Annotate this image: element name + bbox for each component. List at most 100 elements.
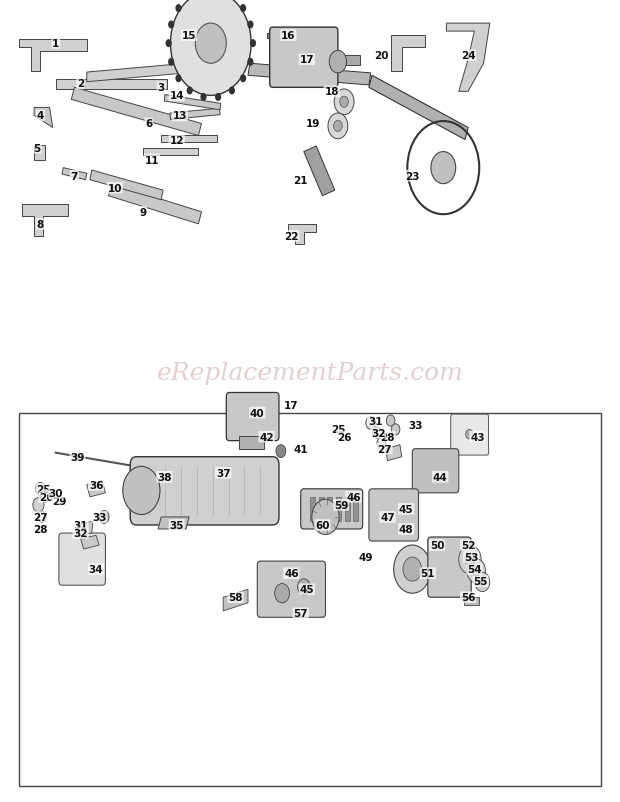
FancyBboxPatch shape bbox=[130, 457, 279, 525]
Circle shape bbox=[168, 59, 174, 67]
Bar bbox=[34, 146, 45, 160]
Polygon shape bbox=[22, 205, 68, 237]
Circle shape bbox=[247, 22, 254, 30]
Text: 37: 37 bbox=[216, 468, 231, 478]
Bar bbox=[310, 497, 315, 521]
Circle shape bbox=[403, 557, 422, 581]
Text: 36: 36 bbox=[89, 480, 104, 490]
FancyBboxPatch shape bbox=[369, 489, 418, 541]
Text: 58: 58 bbox=[228, 593, 243, 602]
Text: 6: 6 bbox=[145, 119, 153, 129]
Circle shape bbox=[459, 545, 481, 574]
Polygon shape bbox=[87, 481, 105, 497]
Polygon shape bbox=[87, 63, 205, 83]
Text: 14: 14 bbox=[169, 91, 184, 101]
Text: 1: 1 bbox=[52, 39, 60, 49]
Circle shape bbox=[373, 427, 381, 439]
Text: 17: 17 bbox=[284, 400, 299, 410]
Circle shape bbox=[312, 500, 339, 535]
Circle shape bbox=[187, 87, 193, 95]
Bar bbox=[239, 436, 264, 449]
Circle shape bbox=[195, 24, 226, 64]
Text: 41: 41 bbox=[293, 444, 308, 454]
Text: 9: 9 bbox=[139, 208, 146, 217]
Text: 49: 49 bbox=[358, 553, 373, 562]
Polygon shape bbox=[62, 168, 87, 180]
Bar bbox=[335, 56, 360, 66]
Polygon shape bbox=[446, 24, 490, 92]
Text: 50: 50 bbox=[430, 541, 445, 550]
Text: 18: 18 bbox=[324, 87, 339, 97]
Circle shape bbox=[215, 94, 221, 102]
Text: 23: 23 bbox=[405, 172, 420, 181]
FancyBboxPatch shape bbox=[226, 393, 279, 441]
Circle shape bbox=[475, 573, 490, 592]
Circle shape bbox=[391, 424, 400, 435]
Polygon shape bbox=[71, 88, 202, 136]
Circle shape bbox=[170, 0, 251, 96]
Bar bbox=[464, 597, 479, 606]
Text: 2: 2 bbox=[77, 79, 84, 89]
Text: 24: 24 bbox=[461, 51, 476, 61]
Polygon shape bbox=[81, 536, 99, 549]
Text: 26: 26 bbox=[39, 492, 54, 502]
Circle shape bbox=[329, 51, 347, 74]
Circle shape bbox=[465, 553, 475, 566]
Bar bbox=[319, 497, 324, 521]
FancyBboxPatch shape bbox=[270, 28, 338, 88]
Text: 28: 28 bbox=[380, 432, 395, 442]
Bar bbox=[336, 497, 341, 521]
Text: 30: 30 bbox=[48, 488, 63, 498]
Text: 17: 17 bbox=[299, 55, 314, 65]
Polygon shape bbox=[304, 147, 335, 196]
Circle shape bbox=[386, 415, 395, 427]
Text: 48: 48 bbox=[399, 525, 414, 534]
Text: 22: 22 bbox=[284, 232, 299, 241]
Text: 39: 39 bbox=[70, 452, 85, 462]
Text: 44: 44 bbox=[433, 472, 448, 482]
Circle shape bbox=[250, 40, 256, 48]
FancyBboxPatch shape bbox=[412, 449, 459, 493]
Circle shape bbox=[33, 498, 44, 512]
Text: 7: 7 bbox=[71, 172, 78, 181]
Circle shape bbox=[166, 40, 172, 48]
Circle shape bbox=[394, 545, 431, 593]
Bar bbox=[56, 80, 167, 90]
Bar bbox=[345, 497, 350, 521]
Text: 31: 31 bbox=[73, 520, 88, 530]
Text: 45: 45 bbox=[299, 585, 314, 594]
FancyBboxPatch shape bbox=[59, 533, 105, 585]
Text: 21: 21 bbox=[293, 176, 308, 185]
Circle shape bbox=[240, 75, 246, 83]
Text: 33: 33 bbox=[92, 512, 107, 522]
Circle shape bbox=[334, 121, 342, 132]
Text: 27: 27 bbox=[33, 512, 48, 522]
Text: 42: 42 bbox=[259, 432, 274, 442]
Text: 31: 31 bbox=[368, 416, 383, 426]
Polygon shape bbox=[158, 517, 189, 529]
Polygon shape bbox=[34, 108, 53, 128]
Text: 13: 13 bbox=[172, 111, 187, 121]
Text: 25: 25 bbox=[36, 484, 51, 494]
Text: 29: 29 bbox=[51, 496, 66, 506]
Polygon shape bbox=[76, 521, 93, 537]
Circle shape bbox=[40, 492, 49, 503]
Text: 4: 4 bbox=[37, 111, 44, 121]
Text: 56: 56 bbox=[461, 593, 476, 602]
Text: 27: 27 bbox=[377, 444, 392, 454]
Polygon shape bbox=[288, 225, 316, 245]
Circle shape bbox=[467, 559, 485, 583]
Text: 53: 53 bbox=[464, 553, 479, 562]
Text: 10: 10 bbox=[107, 184, 122, 193]
Circle shape bbox=[377, 438, 386, 449]
Text: 19: 19 bbox=[306, 119, 321, 129]
Text: 54: 54 bbox=[467, 565, 482, 574]
FancyBboxPatch shape bbox=[451, 415, 489, 456]
Bar bbox=[327, 497, 332, 521]
Text: eReplacementParts.com: eReplacementParts.com bbox=[157, 362, 463, 384]
Circle shape bbox=[247, 59, 254, 67]
Polygon shape bbox=[386, 445, 402, 461]
Text: 55: 55 bbox=[473, 577, 488, 586]
Text: 38: 38 bbox=[157, 472, 172, 482]
Circle shape bbox=[168, 22, 174, 30]
